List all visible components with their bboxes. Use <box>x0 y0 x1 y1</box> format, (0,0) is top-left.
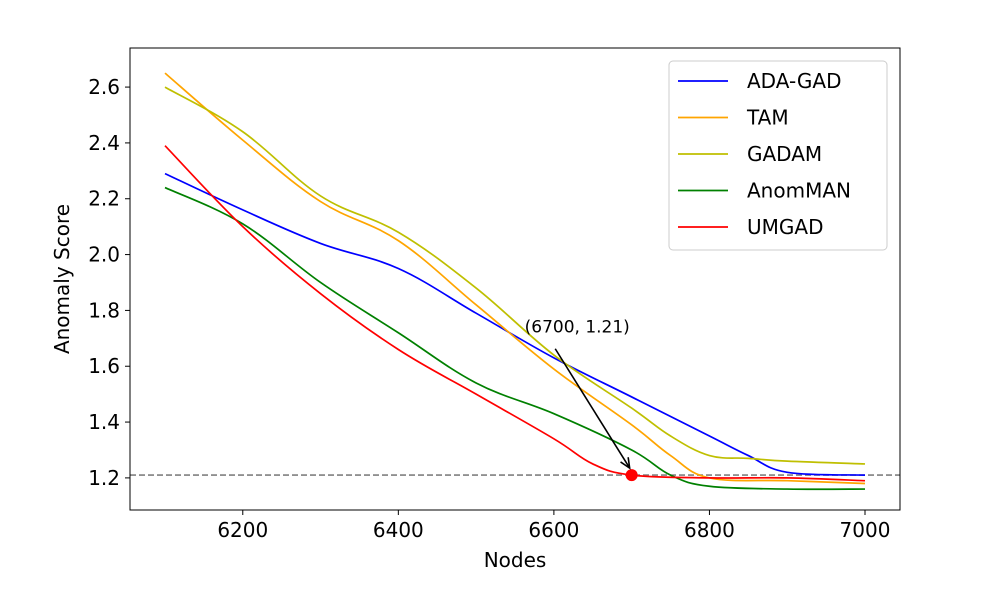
x-axis-label: Nodes <box>484 548 547 572</box>
y-tick-label: 1.8 <box>88 298 120 322</box>
plot-frame <box>129 47 901 511</box>
annotation-arrow <box>554 348 631 469</box>
x-tick-label: 7000 <box>840 518 891 542</box>
series-line-anomman <box>164 186 866 491</box>
highlight-point <box>625 469 638 482</box>
series-line-ada-gad <box>164 172 866 476</box>
x-tick-label: 6200 <box>217 518 268 542</box>
y-axis-label: Anomaly Score <box>50 204 74 354</box>
series-layer <box>164 72 866 491</box>
y-axis-ticks: 1.2 1.4 1.6 1.8 2.0 2.2 2.4 2.6 <box>88 75 130 490</box>
series-line-tam <box>164 72 866 485</box>
x-tick-label: 6800 <box>684 518 735 542</box>
legend-label-anomman: AnomMAN <box>747 179 851 203</box>
annotation-label: (6700, 1.21) <box>525 318 630 338</box>
x-tick-label: 6600 <box>528 518 579 542</box>
legend: ADA-GAD TAM GADAM AnomMAN UMGAD <box>668 60 888 251</box>
x-tick-label: 6400 <box>373 518 424 542</box>
y-tick-label: 2.2 <box>88 187 120 211</box>
y-tick-label: 1.4 <box>88 410 120 434</box>
y-tick-label: 1.2 <box>88 466 120 490</box>
x-axis-ticks: 6200 6400 6600 6800 7000 <box>217 510 890 542</box>
legend-frame <box>668 60 888 251</box>
legend-label-ada-gad: ADA-GAD <box>747 69 842 93</box>
legend-label-umgad: UMGAD <box>747 215 823 239</box>
y-tick-label: 2.6 <box>88 75 120 99</box>
y-tick-label: 2.4 <box>88 131 120 155</box>
annotation-arrowhead <box>620 457 631 470</box>
y-tick-label: 2.0 <box>88 243 120 267</box>
annotation-layer: (6700, 1.21) <box>525 318 638 482</box>
y-tick-label: 1.6 <box>88 354 120 378</box>
series-line-gadam <box>164 86 866 465</box>
legend-label-tam: TAM <box>746 106 789 130</box>
legend-label-gadam: GADAM <box>747 142 822 166</box>
series-line-umgad <box>164 145 866 482</box>
